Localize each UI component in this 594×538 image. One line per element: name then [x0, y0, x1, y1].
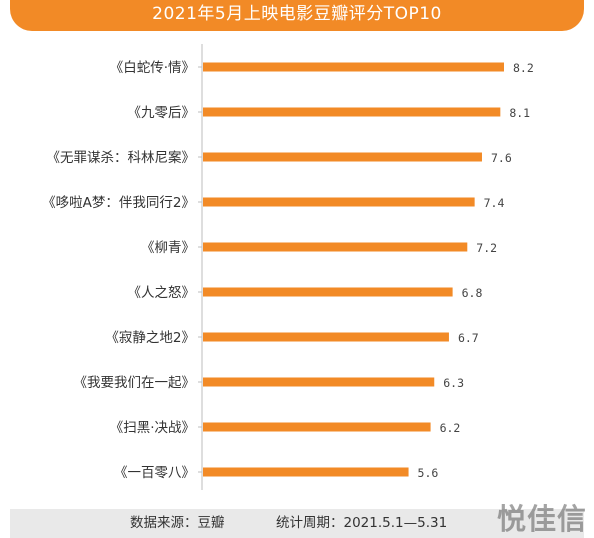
category-label: 《我要我们在一起》	[74, 375, 196, 391]
rating-bar	[203, 107, 501, 117]
rating-value-label: 8.1	[509, 106, 530, 120]
rating-value-label: 6.7	[458, 331, 479, 345]
rating-value-label: 6.3	[443, 376, 464, 390]
data-source-text: 数据来源：豆瓣	[130, 515, 225, 531]
rating-bar	[203, 467, 409, 477]
rating-bar	[203, 242, 468, 252]
rating-bar	[203, 377, 435, 387]
category-label: 《寂静之地2》	[105, 330, 195, 346]
rating-bar	[203, 332, 449, 342]
rating-bar	[203, 197, 475, 207]
rating-bar	[203, 152, 482, 162]
category-label: 《九零后》	[128, 105, 196, 121]
rating-value-label: 7.2	[476, 241, 497, 255]
rating-value-label: 8.2	[513, 61, 534, 75]
category-label: 《哆啦A梦：伴我同行2》	[42, 195, 195, 211]
category-label: 《无罪谋杀：科林尼案》	[47, 149, 196, 166]
category-label: 《人之怒》	[128, 285, 196, 301]
rating-bar	[203, 422, 431, 432]
rating-value-label: 7.4	[484, 196, 505, 210]
title-banner: 2021年5月上映电影豆瓣评分TOP10	[10, 0, 584, 31]
rating-value-label: 6.8	[462, 286, 483, 300]
rating-value-label: 6.2	[440, 421, 461, 435]
rating-bar	[203, 62, 504, 72]
source-footer: 数据来源：豆瓣 统计周期：2021.5.1—5.31	[10, 509, 584, 538]
category-label: 《柳青》	[141, 240, 195, 256]
rating-value-label: 7.6	[491, 151, 512, 165]
rating-value-label: 5.6	[418, 466, 439, 480]
statistics-period-text: 统计周期：2021.5.1—5.31	[276, 515, 448, 531]
category-label: 《白蛇传·情》	[110, 60, 195, 76]
brand-watermark: 悦佳信	[497, 502, 588, 536]
category-label: 《扫黑·决战》	[110, 420, 195, 436]
rating-bar	[203, 287, 453, 297]
category-label: 《一百零八》	[114, 465, 195, 481]
chart-title: 2021年5月上映电影豆瓣评分TOP10	[152, 4, 442, 24]
